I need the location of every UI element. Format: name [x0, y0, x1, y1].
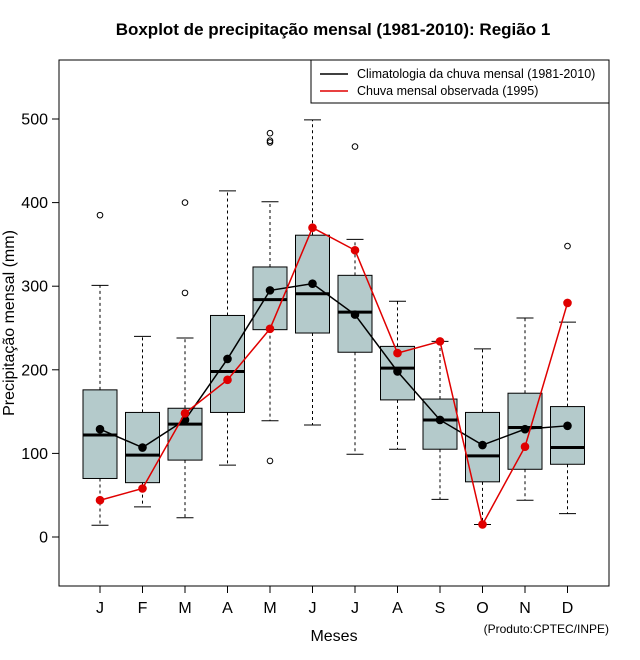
x-tick-label-2: M [178, 600, 191, 617]
outlier-3 [266, 129, 274, 137]
legend-label-climatology: Climatologia da chuva mensal (1981-2010) [357, 67, 595, 81]
y-tick-label-400: 400 [21, 195, 48, 212]
series-climatology [95, 279, 572, 452]
boxplot-0 [82, 211, 118, 526]
point-5 [308, 223, 317, 232]
boxplot-5 [295, 119, 330, 426]
x-tick-label-7: A [392, 600, 403, 617]
x-tick-label-1: F [138, 600, 148, 617]
x-tick-label-8: S [435, 600, 446, 617]
legend-label-observed: Chuva mensal observada (1995) [357, 84, 538, 98]
point-10 [520, 424, 530, 434]
y-tick-label-100: 100 [21, 446, 48, 463]
point-8 [435, 337, 445, 346]
y-tick-label-500: 500 [21, 112, 48, 129]
boxplot-1 [125, 335, 160, 508]
y-axis: 0 100 200 300 400 500 [21, 112, 59, 547]
point-6 [350, 245, 360, 255]
boxplot-4 [252, 129, 288, 465]
boxplots [82, 119, 585, 526]
point-3 [223, 375, 232, 385]
point-0 [95, 495, 105, 505]
credit-text: (Produto:CPTEC/INPE) [484, 622, 609, 636]
y-tick-label-200: 200 [21, 362, 48, 379]
x-tick-label-10: N [519, 600, 531, 617]
box [125, 411, 160, 484]
x-tick-label-3: A [222, 600, 233, 617]
chart-title: Boxplot de precipitação mensal (1981-201… [116, 20, 551, 39]
outlier-0 [564, 242, 571, 250]
outlier-0 [351, 143, 359, 150]
box [210, 314, 245, 413]
point-8 [435, 415, 445, 425]
point-10 [520, 442, 530, 452]
point-11 [563, 298, 572, 308]
y-axis-label: Precipitação mensal (mm) [1, 230, 18, 416]
point-6 [350, 310, 360, 319]
x-tick-label-9: O [476, 600, 488, 617]
point-7 [393, 348, 402, 358]
outlier-0 [266, 457, 274, 465]
x-tick-label-5: J [309, 600, 317, 617]
point-0 [95, 424, 105, 434]
boxplot-3 [210, 190, 245, 466]
point-4 [265, 286, 275, 295]
series-line [99, 226, 569, 527]
point-5 [308, 279, 317, 288]
outlier-1 [181, 199, 189, 206]
x-tick-label-11: D [562, 600, 574, 617]
point-2 [180, 408, 190, 418]
boxplot-6 [337, 143, 373, 455]
boxplot-2 [167, 199, 203, 519]
point-7 [393, 367, 402, 376]
boxplot-9 [465, 348, 500, 525]
series-lines [95, 223, 572, 529]
x-axis-label: Meses [310, 628, 357, 645]
box [550, 406, 585, 465]
x-tick-label-0: J [96, 600, 104, 617]
outlier-0 [181, 289, 189, 297]
x-tick-label-4: M [263, 600, 276, 617]
point-11 [563, 421, 572, 431]
outlier-2 [266, 137, 274, 145]
x-tick-label-6: J [351, 600, 359, 617]
y-tick-label-0: 0 [39, 530, 48, 547]
outlier-0 [96, 211, 104, 219]
boxplot-11 [550, 242, 585, 515]
legend: Climatologia da chuva mensal (1981-2010)… [310, 59, 610, 104]
point-9 [478, 440, 487, 450]
point-1 [138, 484, 147, 493]
point-3 [223, 354, 232, 364]
series-observed [95, 223, 572, 529]
legend-box [310, 59, 610, 104]
point-1 [138, 443, 147, 452]
y-tick-label-300: 300 [21, 279, 48, 296]
point-4 [265, 324, 275, 334]
point-9 [478, 520, 487, 529]
